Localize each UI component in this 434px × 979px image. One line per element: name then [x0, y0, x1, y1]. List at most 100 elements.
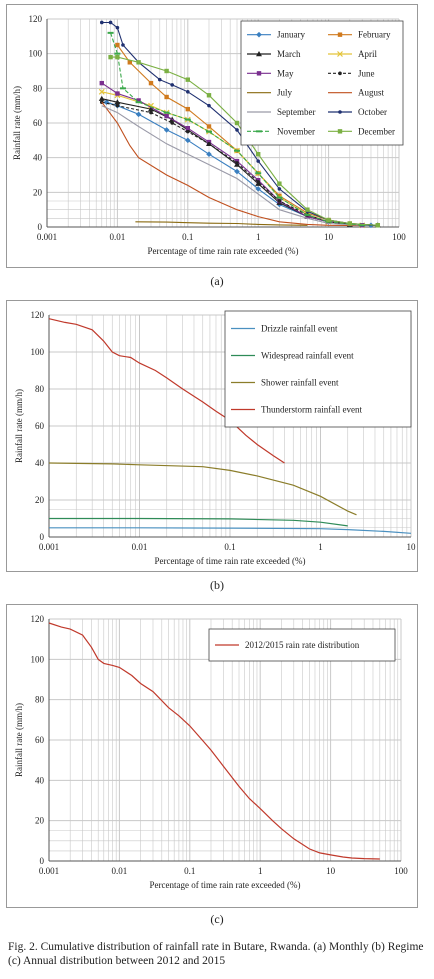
data-point	[234, 149, 241, 152]
panel-label-a: (a)	[210, 274, 224, 288]
chart-panel-c: 0.001 0.01 0.1 1 10 100 0 20 40 60 80 100 120 Percent…	[6, 604, 418, 908]
legend-box	[208, 628, 396, 662]
series-line	[135, 221, 308, 226]
data-point	[121, 43, 125, 47]
y-tick-label: 120	[31, 310, 45, 320]
x-tick-label: 1	[256, 232, 261, 242]
legend-label: Thunderstorm rainfall event	[261, 405, 362, 415]
data-point	[277, 193, 282, 198]
legend-label: Drizzle rainfall event	[261, 324, 338, 334]
chart-c-svg: 0.001 0.01 0.1 1 10 100 0 20 40 60 80 100 120 Percent…	[14, 614, 408, 890]
x-tick-label: 100	[392, 232, 406, 242]
data-point	[326, 217, 331, 223]
legend-item: July	[247, 88, 293, 98]
series-line	[49, 517, 348, 527]
data-point	[184, 118, 191, 121]
legend-item: February	[328, 30, 391, 40]
series-line	[101, 105, 363, 226]
legend-label: Widespread rainfall event	[261, 351, 354, 361]
x-tick-label: 0.1	[182, 232, 193, 242]
data-point	[207, 103, 211, 108]
legend: Drizzle rainfall event Widespread rainfal…	[224, 310, 412, 428]
legend-item: Thunderstorm rainfall event	[231, 405, 362, 415]
y-tick-label: 100	[29, 49, 43, 59]
y-tick-label: 100	[31, 347, 45, 357]
data-point	[255, 172, 262, 175]
y-tick-label: 120	[29, 14, 43, 24]
data-point	[256, 51, 262, 57]
data-point	[256, 159, 260, 163]
y-axis-title: Rainfall rate (mm/h)	[14, 389, 24, 463]
data-point	[276, 196, 283, 199]
data-point	[235, 161, 239, 165]
y-tick-label: 20	[35, 816, 45, 826]
data-point	[185, 106, 190, 112]
data-point	[119, 87, 126, 90]
series-line	[101, 21, 378, 226]
series-thunderstorm-rainfall-event	[48, 318, 285, 464]
data-point	[115, 54, 120, 60]
series-november	[107, 31, 366, 227]
series-widespread-rainfall-event	[49, 517, 348, 527]
x-tick-label: 1	[318, 542, 323, 552]
legend-label: July	[277, 88, 293, 98]
y-tick-label: 80	[33, 83, 43, 93]
legend-box	[240, 20, 404, 146]
data-point	[98, 95, 105, 101]
x-tick-label: 10	[324, 232, 334, 242]
y-tick-label: 0	[38, 222, 43, 232]
legend-item: Shower rainfall event	[231, 378, 339, 388]
data-point	[347, 221, 352, 226]
data-point	[234, 168, 240, 175]
x-axis-title: Percentage of time rain rate exceeded (%…	[155, 556, 306, 566]
y-tick-label: 40	[33, 153, 43, 163]
data-point	[136, 60, 141, 65]
data-point	[99, 80, 104, 86]
x-tick-label: 0.1	[184, 866, 195, 876]
data-point	[256, 130, 262, 133]
y-tick-label: 40	[35, 775, 45, 785]
chart-panel-b: 0.001 0.01 0.1 1 10 0 20 40 60 80 100 120 Percentage…	[6, 300, 418, 572]
legend-label: February	[358, 30, 391, 40]
data-point	[170, 83, 174, 87]
legend-label: August	[358, 88, 385, 98]
data-point	[256, 152, 261, 157]
data-point	[163, 111, 170, 114]
legend-label: 2012/2015 rain rate distribution	[245, 640, 360, 650]
data-point	[337, 51, 343, 57]
legend-item: November	[247, 126, 315, 136]
data-point	[115, 42, 120, 48]
data-point	[256, 180, 260, 184]
legend-item: October	[328, 107, 387, 117]
series-drizzle-rainfall-event	[49, 527, 412, 534]
legend: January February March April May June July Augu…	[240, 20, 404, 146]
data-point	[157, 77, 162, 82]
legend-item: 2012/2015 rain rate distribution	[215, 640, 360, 650]
legend-item: March	[247, 49, 301, 59]
data-point	[305, 207, 310, 212]
series-september	[101, 105, 363, 226]
data-point	[206, 93, 212, 98]
data-point	[108, 20, 113, 25]
data-point	[114, 99, 121, 105]
legend-item: September	[247, 107, 316, 117]
y-tick-label: 80	[35, 384, 45, 394]
x-axis-title: Percentage of time rain rate exceeded (%…	[148, 246, 299, 256]
y-tick-label: 20	[33, 187, 43, 197]
x-tick-label: 1	[258, 866, 263, 876]
chart-b-svg: 0.001 0.01 0.1 1 10020406080100120Percentage…	[14, 310, 417, 566]
data-point	[170, 121, 174, 125]
data-point	[338, 71, 342, 76]
y-tick-label: 0	[40, 532, 45, 542]
data-point	[255, 186, 261, 192]
x-tick-label: 0.001	[39, 866, 59, 876]
y-axis-title: Rainfall rate (mm/h)	[12, 86, 22, 160]
series-august	[101, 101, 363, 227]
data-point	[337, 129, 343, 134]
data-point	[186, 129, 190, 134]
data-point	[115, 25, 120, 30]
data-point	[207, 142, 211, 146]
x-tick-label: 10	[407, 542, 417, 552]
legend-item: April	[328, 49, 377, 59]
data-point	[205, 130, 212, 133]
